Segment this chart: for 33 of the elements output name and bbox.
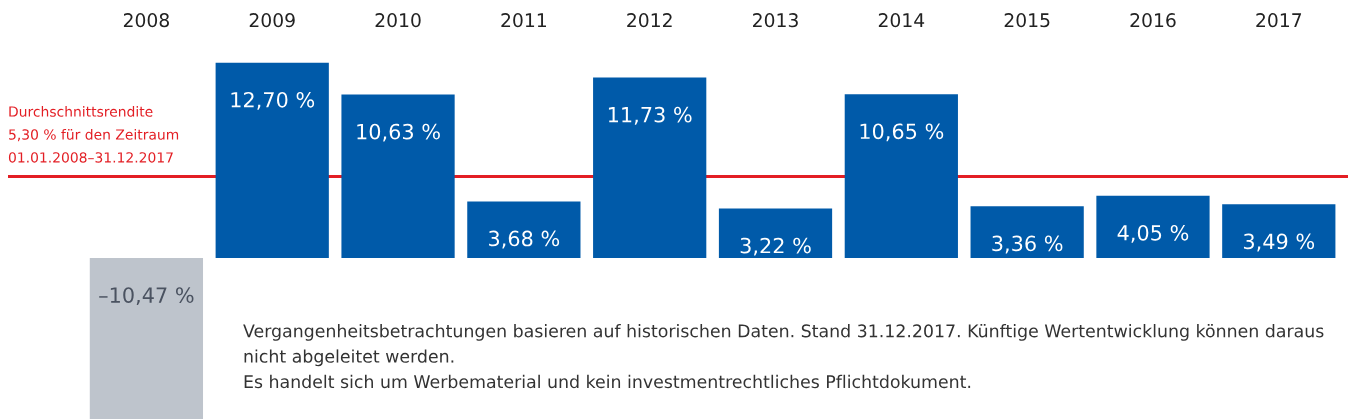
bar	[467, 201, 581, 258]
bar	[1096, 195, 1210, 258]
bar	[718, 208, 833, 258]
x-tick-label: 2017	[1256, 13, 1302, 28]
x-tick-label: 2012	[627, 13, 672, 28]
bar	[970, 206, 1084, 258]
x-tick-label: 2011	[501, 13, 546, 28]
data-label: 4,05 %	[1117, 224, 1189, 243]
bar	[215, 62, 329, 258]
bar	[844, 94, 958, 258]
bar	[1222, 204, 1336, 258]
annotation: Es handelt sich um Werbematerial und kein investmentrechtliches Pflichtdokument.	[244, 374, 971, 389]
x-tick-label: 2008	[123, 13, 169, 28]
data-label: 10,63 %	[357, 123, 440, 142]
data-label: –10,47 %	[99, 287, 194, 306]
data-label: 10,65 %	[860, 123, 944, 142]
x-tick-label: 2013	[753, 13, 798, 28]
x-tick-label: 2015	[1004, 13, 1050, 28]
bar	[341, 94, 455, 258]
data-label: 3,49 %	[1243, 233, 1315, 252]
x-tick-label: 2009	[249, 13, 295, 28]
data-label: 3,68 %	[489, 230, 560, 249]
ref-line-label: Durchschnittsrendite 5,30 % für den Zeitraum 01.01.2008–31.12.2017	[8, 106, 179, 163]
data-label: 11,73 %	[608, 106, 692, 125]
x-tick-label: 2014	[878, 13, 925, 28]
data-label: 12,70 %	[231, 91, 315, 110]
x-tick-label: 2016	[1130, 13, 1176, 28]
bar	[89, 258, 204, 419]
x-tick-label: 2010	[375, 13, 421, 28]
data-label: 3,36 %	[992, 235, 1063, 254]
bar	[593, 77, 707, 258]
annotation: Vergangenheitsbetrachtungen basieren auf historischen Daten. Stand 31.12.2017. Künftige Wertentwicklung können daraus nicht abgeleitet werden.	[243, 324, 1324, 367]
data-label: 3,22 %	[740, 237, 811, 256]
